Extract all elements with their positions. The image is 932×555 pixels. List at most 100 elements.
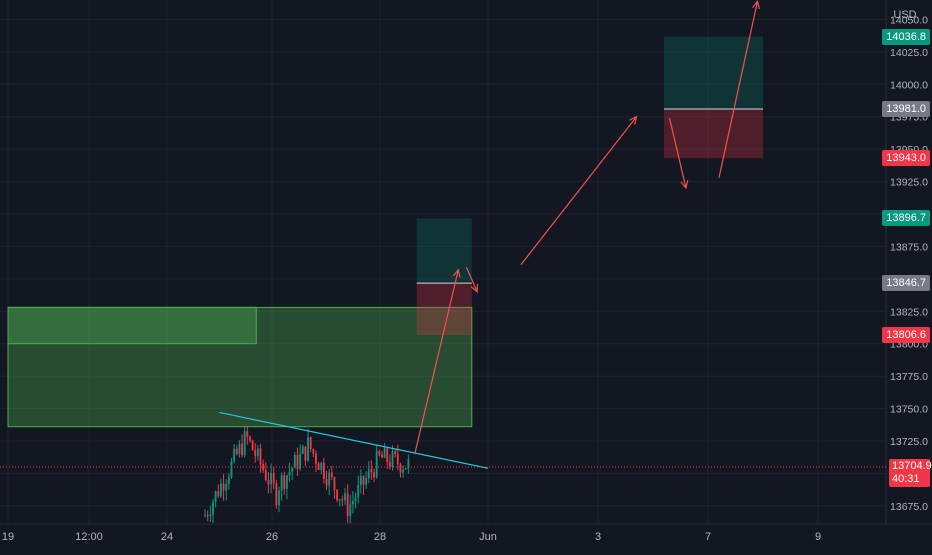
y-tick-label: 13875.0 <box>890 241 928 253</box>
candle-body <box>291 468 294 472</box>
candle-body <box>227 477 230 484</box>
zone-target <box>416 218 472 284</box>
candle-body <box>404 468 407 470</box>
candle-body <box>320 462 323 470</box>
x-tick-label: 19 <box>2 531 14 543</box>
candle-body <box>322 462 325 479</box>
candle-body <box>333 477 336 490</box>
candle-body <box>354 497 357 501</box>
candle-body <box>267 480 270 485</box>
candle-body <box>270 473 273 485</box>
arrow-line <box>414 269 459 453</box>
price-tag: 13806.6 <box>882 327 930 344</box>
candle-body <box>362 476 365 485</box>
y-tick-label: 13775.0 <box>890 371 928 383</box>
candle-body <box>299 453 302 469</box>
candle-body <box>338 499 341 501</box>
candle-body <box>312 449 315 454</box>
candle-body <box>367 469 370 478</box>
candles <box>204 426 410 524</box>
arrow-head <box>452 268 461 278</box>
candle-body <box>206 515 209 517</box>
x-tick-label: 24 <box>161 531 173 543</box>
candle-body <box>370 469 373 473</box>
arrow-head <box>629 115 638 125</box>
candle-body <box>209 514 212 516</box>
candle-body <box>399 464 402 473</box>
candle-body <box>219 483 222 497</box>
candle-body <box>254 450 257 457</box>
candle-body <box>357 484 360 498</box>
drawings <box>219 0 760 469</box>
price-tag: 13896.7 <box>882 210 930 227</box>
candle-body <box>301 446 304 454</box>
time-axis[interactable]: 19 12:00 24 26 28 Jun 3 7 9 <box>2 531 821 543</box>
candle-body <box>386 448 389 463</box>
trendline <box>219 411 489 469</box>
time-axis-background <box>0 524 932 550</box>
candle-body <box>394 451 397 454</box>
candle-body <box>381 454 383 458</box>
candle-body <box>272 473 275 484</box>
candle-body <box>262 464 265 471</box>
x-tick-label: 28 <box>374 531 386 543</box>
y-tick-label: 13750.0 <box>890 404 928 416</box>
arrow-line <box>465 266 478 293</box>
position-zones <box>7 36 763 428</box>
arrow-head <box>470 283 479 294</box>
candle-body <box>407 459 410 469</box>
x-tick-label: 7 <box>705 531 711 543</box>
candle-body <box>352 500 354 505</box>
candle-body <box>278 490 280 506</box>
price-tag: 13846.7 <box>882 275 930 292</box>
x-tick-label: 9 <box>815 531 821 543</box>
candle-body <box>346 493 349 517</box>
price-tag: 13981.0 <box>882 100 930 117</box>
candle-body <box>280 475 283 491</box>
candle-body <box>259 448 262 465</box>
candle-body <box>283 475 286 489</box>
candle-body <box>285 475 288 489</box>
price-tag: 14036.8 <box>882 28 930 45</box>
candle-body <box>238 443 241 454</box>
candle-body <box>246 431 249 437</box>
candle-body <box>304 446 307 461</box>
y-tick-label: 14050.0 <box>890 14 928 26</box>
candle-body <box>264 470 267 481</box>
candle-body <box>251 440 254 451</box>
candle-body <box>217 491 220 497</box>
candle-body <box>359 476 362 485</box>
candle-body <box>243 431 246 455</box>
x-tick-label: 3 <box>595 531 601 543</box>
x-tick-label: Jun <box>479 531 497 543</box>
y-tick-label: 14000.0 <box>890 79 928 91</box>
candle-body <box>293 454 296 469</box>
candle-body <box>388 462 391 467</box>
candle-body <box>256 448 259 457</box>
arrow-line <box>718 1 759 178</box>
y-tick-label: 14025.0 <box>890 47 928 59</box>
price-tag: 13943.0 <box>882 150 930 167</box>
arrow-line <box>520 116 637 265</box>
candle-body <box>315 453 317 464</box>
candle-body <box>365 477 368 485</box>
candle-body <box>375 451 378 478</box>
candle-body <box>307 437 309 461</box>
currency-label: USD <box>893 9 916 21</box>
candle-body <box>225 483 228 491</box>
candle-body <box>378 451 381 455</box>
y-tick-label: 13925.0 <box>890 177 928 189</box>
candle-body <box>349 504 352 517</box>
arrow-line <box>668 117 687 189</box>
candle-body <box>309 437 312 450</box>
x-tick-label: 12:00 <box>75 531 103 543</box>
candle-body <box>336 489 339 501</box>
candle-body <box>241 443 243 455</box>
zone-target <box>664 36 763 109</box>
price-axis-background <box>886 0 932 550</box>
candle-body <box>328 472 331 486</box>
candle-body <box>204 515 206 517</box>
candle-body <box>222 483 225 491</box>
